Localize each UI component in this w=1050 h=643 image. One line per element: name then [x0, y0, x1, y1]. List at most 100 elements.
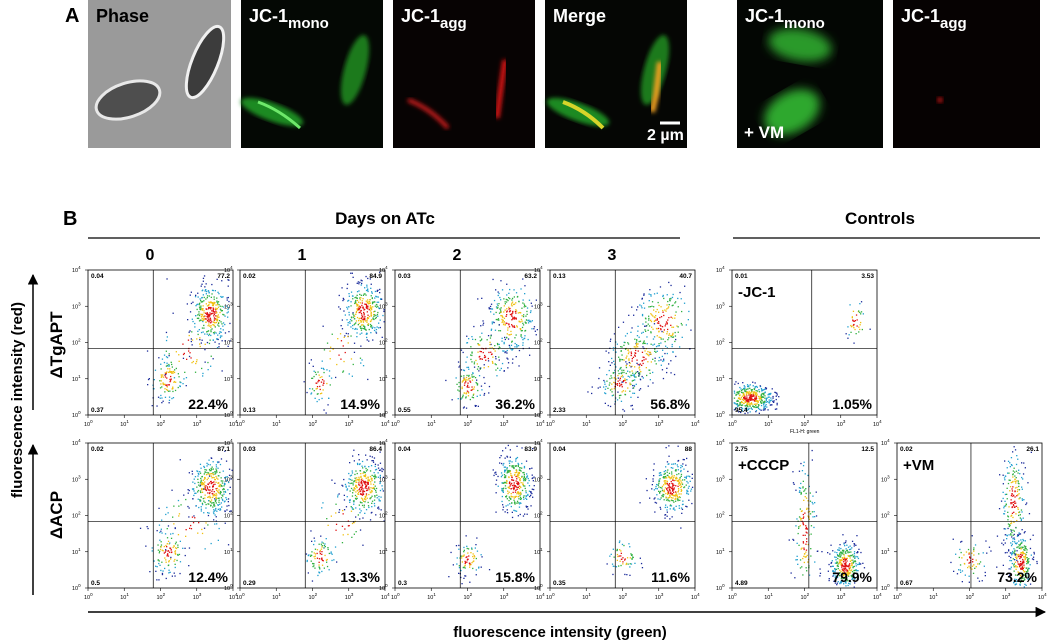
event-dot — [160, 368, 162, 370]
event-dot — [673, 373, 676, 376]
event-dot — [213, 301, 215, 304]
event-dot — [374, 496, 376, 498]
x-tick-label: 103 — [500, 419, 509, 428]
event-dot — [477, 366, 480, 368]
event-dot — [346, 488, 349, 490]
event-dot — [450, 551, 452, 554]
tick-base: 10 — [72, 304, 78, 310]
event-dot — [662, 349, 664, 351]
event-dot — [623, 380, 625, 382]
event-dot — [362, 327, 365, 330]
event-dot — [202, 375, 204, 377]
event-dot — [198, 329, 200, 331]
event-dot — [177, 546, 179, 548]
event-dot — [460, 349, 463, 351]
event-dot — [160, 363, 162, 365]
event-dot — [630, 374, 632, 376]
event-dot — [202, 277, 205, 279]
tick-exp: 4 — [722, 265, 725, 270]
event-dot — [843, 574, 846, 576]
event-dot — [364, 487, 366, 489]
event-dot — [503, 322, 505, 324]
event-dot — [514, 485, 517, 487]
event-dot — [188, 507, 190, 509]
event-dot — [617, 377, 619, 379]
event-dot — [509, 346, 511, 348]
event-dot — [648, 306, 650, 308]
event-dot — [503, 370, 505, 372]
event-dot — [686, 492, 688, 494]
event-dot — [207, 483, 209, 485]
event-dot — [206, 297, 208, 299]
event-dot — [803, 490, 805, 492]
event-dot — [667, 491, 670, 493]
event-dot — [738, 411, 740, 413]
event-dot — [846, 569, 848, 571]
event-dot — [667, 463, 669, 465]
event-dot — [650, 313, 652, 315]
event-dot — [218, 501, 220, 503]
event-dot — [526, 313, 528, 315]
event-dot — [207, 369, 209, 371]
event-dot — [494, 472, 496, 474]
event-dot — [803, 499, 805, 501]
event-dot — [524, 304, 526, 307]
tick-base: 10 — [379, 441, 385, 447]
event-dot — [846, 573, 848, 575]
event-dot — [213, 477, 215, 479]
event-dot — [515, 292, 518, 294]
event-dot — [658, 336, 660, 338]
event-dot — [843, 563, 846, 565]
event-dot — [749, 398, 752, 400]
event-dot — [370, 332, 372, 334]
event-dot — [219, 503, 221, 505]
event-dot — [519, 467, 521, 469]
event-dot — [193, 478, 195, 480]
event-dot — [633, 384, 635, 387]
event-dot — [199, 308, 201, 310]
event-dot — [194, 476, 197, 478]
event-dot — [478, 375, 481, 377]
event-dot — [368, 303, 370, 305]
event-dot — [502, 319, 504, 321]
event-dot — [519, 328, 521, 330]
event-dot — [671, 326, 673, 328]
event-dot — [759, 385, 762, 388]
event-dot — [634, 355, 636, 357]
event-dot — [361, 316, 363, 318]
event-dot — [217, 302, 219, 304]
event-dot — [205, 308, 207, 310]
event-dot — [369, 470, 372, 472]
event-dot — [844, 560, 846, 562]
event-dot — [612, 565, 614, 567]
event-dot — [463, 375, 465, 377]
event-dot — [355, 485, 357, 488]
event-dot — [344, 314, 346, 316]
event-dot — [160, 528, 162, 530]
event-dot — [356, 282, 358, 284]
event-dot — [307, 572, 309, 574]
event-dot — [531, 474, 533, 476]
event-dot — [806, 532, 808, 534]
event-dot — [364, 303, 366, 305]
event-dot — [169, 390, 171, 392]
event-dot — [212, 308, 214, 311]
event-dot — [511, 340, 513, 342]
tick-base: 10 — [379, 268, 385, 274]
event-dot — [168, 399, 171, 401]
event-dot — [621, 386, 623, 388]
event-dot — [757, 406, 759, 408]
event-dot — [189, 294, 191, 296]
event-dot — [343, 336, 345, 338]
event-dot — [229, 322, 231, 325]
event-dot — [646, 489, 648, 492]
event-dot — [377, 472, 379, 474]
event-dot — [604, 381, 606, 383]
event-dot — [838, 559, 841, 561]
event-dot — [839, 572, 841, 574]
event-dot — [740, 391, 743, 394]
event-dot — [368, 479, 371, 481]
event-dot — [658, 479, 660, 481]
event-dot — [188, 334, 190, 337]
event-dot — [501, 488, 503, 490]
